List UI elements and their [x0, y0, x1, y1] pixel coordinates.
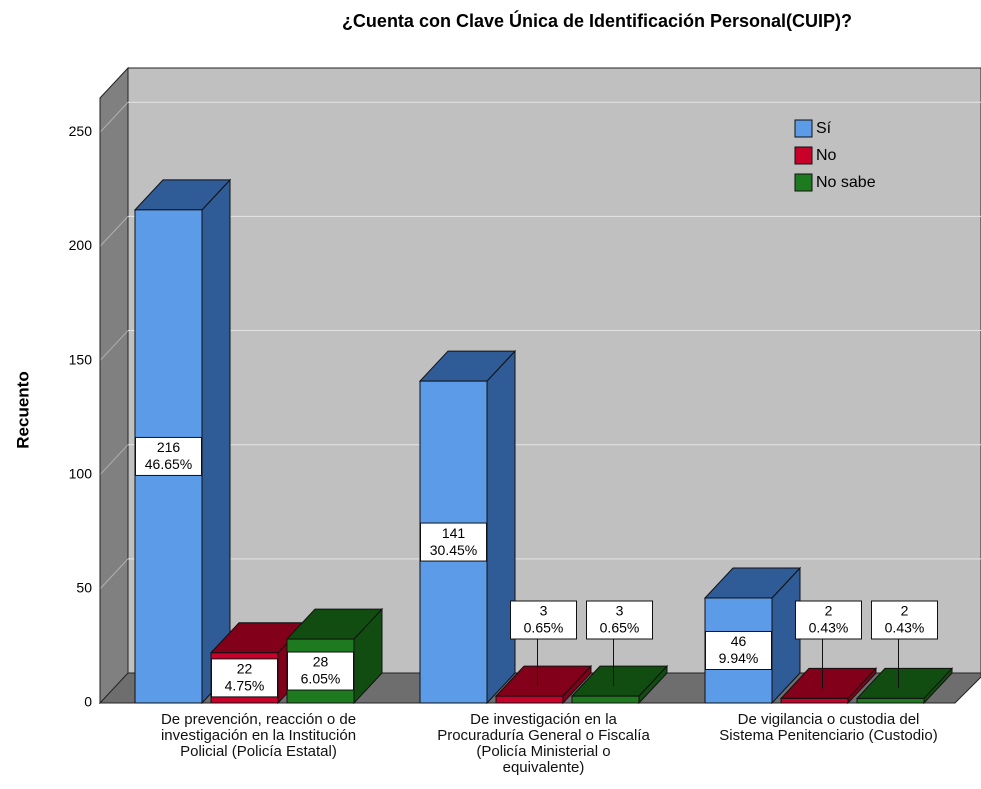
- legend-label: Sí: [816, 120, 832, 137]
- grid-line: [99, 216, 129, 247]
- x-tick-label: De investigación en la Procuraduría Gene…: [437, 711, 650, 776]
- percent-label: 30.45%: [430, 542, 477, 558]
- value-label: 46: [731, 633, 747, 649]
- value-label: 216: [157, 439, 181, 455]
- value-label: 28: [313, 654, 329, 670]
- value-label-box: [871, 600, 938, 640]
- value-label: 3: [540, 603, 548, 619]
- bar: [570, 664, 669, 705]
- value-label-box: [795, 600, 862, 640]
- value-label-box: [135, 436, 202, 476]
- legend-label: No: [816, 147, 837, 164]
- percent-label: 6.05%: [301, 671, 341, 687]
- value-label-box: [586, 600, 653, 640]
- bar-front: [571, 695, 640, 704]
- grid-line: [99, 444, 129, 476]
- bar-side: [201, 178, 231, 705]
- legend-swatch: [794, 146, 813, 165]
- y-tick-label: 250: [69, 123, 93, 139]
- bar: [494, 664, 593, 705]
- grid-line: [99, 330, 129, 361]
- x-tick-label: De vigilancia o custodia del Sistema Pen…: [719, 711, 938, 744]
- value-label: 2: [825, 603, 833, 619]
- percent-label: 0.65%: [524, 620, 564, 636]
- grid-line: [99, 558, 129, 590]
- x-tick-label: De prevención, reacción o de investigaci…: [160, 711, 357, 760]
- legend-label: No sabe: [816, 174, 876, 191]
- percent-label: 9.94%: [719, 650, 759, 666]
- chart-title: ¿Cuenta con Clave Única de Identificació…: [342, 10, 852, 31]
- y-tick-label: 100: [69, 465, 93, 481]
- grid-line: [99, 101, 129, 133]
- y-tick-label: 50: [76, 580, 92, 596]
- value-label: 3: [616, 603, 624, 619]
- y-axis-label: Recuento: [13, 371, 32, 448]
- y-tick-label: 0: [84, 694, 92, 710]
- bar: [703, 566, 802, 705]
- value-label: 141: [442, 525, 466, 541]
- bar-front: [780, 697, 849, 704]
- value-label: 2: [901, 603, 909, 619]
- bar: [779, 667, 878, 705]
- bar-front: [856, 697, 925, 704]
- percent-label: 0.43%: [809, 620, 849, 636]
- value-label-box: [705, 630, 772, 670]
- percent-label: 0.43%: [885, 620, 925, 636]
- percent-label: 0.65%: [600, 620, 640, 636]
- left-wall: [99, 66, 129, 705]
- value-label-box: [420, 522, 487, 562]
- value-label-box: [510, 600, 577, 640]
- y-tick-label: 150: [69, 351, 93, 367]
- value-label-box: [211, 658, 278, 698]
- y-tick-label: 200: [69, 237, 93, 253]
- bar: [855, 667, 954, 705]
- back-wall: [127, 67, 981, 674]
- percent-label: 4.75%: [225, 678, 265, 694]
- legend-swatch: [794, 173, 813, 192]
- percent-label: 46.65%: [145, 456, 192, 472]
- legend-swatch: [794, 119, 813, 138]
- bar-side: [486, 349, 516, 705]
- value-label-box: [287, 651, 354, 691]
- bar-front: [495, 695, 564, 704]
- value-label: 22: [237, 661, 253, 677]
